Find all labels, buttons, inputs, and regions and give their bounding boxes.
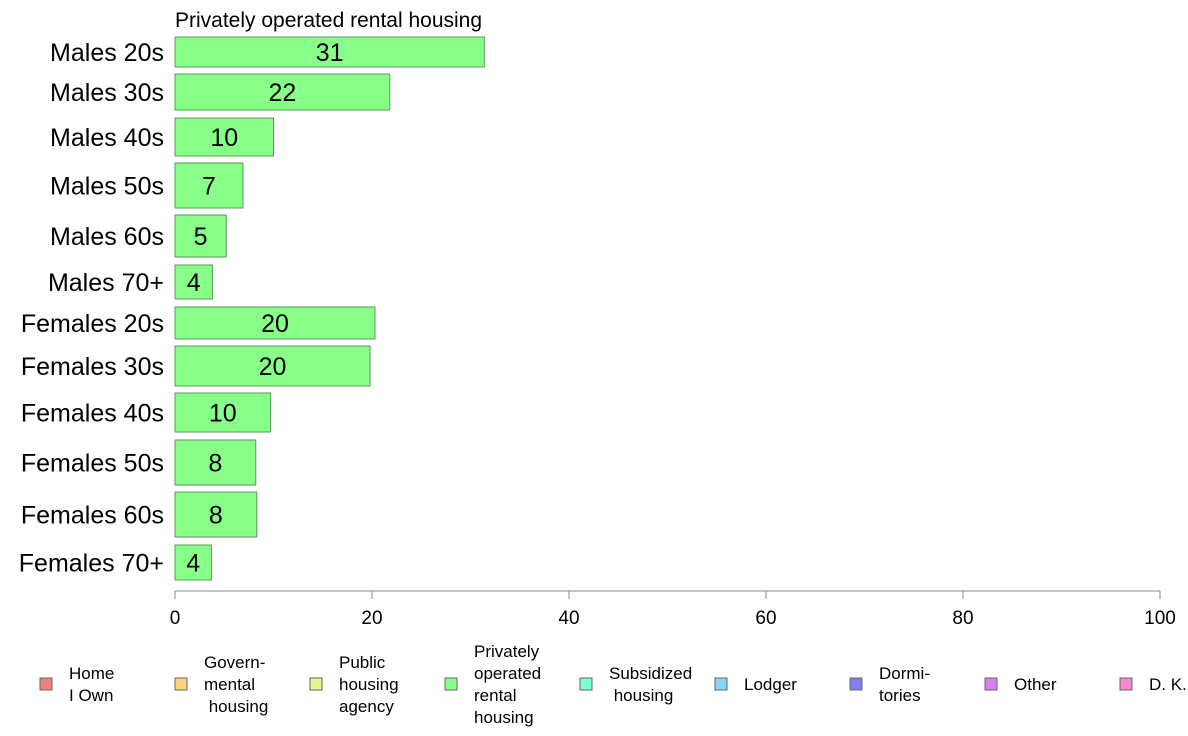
- category-label: Females 60s: [21, 502, 164, 530]
- legend-label: D. K.: [1149, 675, 1187, 694]
- legend-label: Privately operated rental housing: [474, 642, 541, 727]
- data-label: 22: [268, 79, 296, 107]
- category-label: Females 20s: [21, 310, 164, 338]
- x-tick-label: 20: [361, 608, 382, 629]
- category-label: Males 40s: [50, 124, 164, 152]
- legend-label: Other: [1014, 675, 1057, 694]
- data-label: 10: [210, 124, 238, 152]
- data-label: 8: [208, 450, 222, 478]
- legend-label: Govern-mental housing: [204, 653, 268, 716]
- category-label: Females 40s: [21, 400, 164, 428]
- legend-swatch: [1119, 677, 1133, 691]
- legend-swatch: [714, 677, 728, 691]
- chart-title: Privately operated rental housing: [175, 9, 482, 32]
- data-label: 20: [261, 310, 289, 338]
- legend-swatch: [174, 677, 188, 691]
- legend-swatch: [39, 677, 53, 691]
- legend-label: Subsidized housing: [609, 664, 692, 705]
- x-axis: 0 20 40 60 80 100: [170, 590, 1176, 629]
- bar: [174, 491, 258, 538]
- bar: [174, 214, 227, 258]
- bars-group: Males 20s 31 Males 30s 22 Males 40s 10 Males 5…: [19, 36, 485, 581]
- category-label: Males 50s: [50, 173, 164, 201]
- x-tick-label: 100: [1144, 608, 1176, 629]
- legend-label: Lodger: [744, 675, 797, 694]
- data-label: 8: [209, 502, 223, 530]
- legend-swatch: [984, 677, 998, 691]
- bar: [174, 264, 213, 300]
- bar: [174, 306, 376, 340]
- category-label: Females 30s: [21, 353, 164, 381]
- legend-swatch: [309, 677, 323, 691]
- data-label: 4: [186, 550, 200, 578]
- category-label: Females 70+: [19, 550, 164, 578]
- legend-swatch: [849, 677, 863, 691]
- legend-label: Public housing agency: [339, 653, 399, 716]
- data-label: 20: [259, 353, 287, 381]
- legend-label: Home I Own: [69, 664, 114, 705]
- category-label: Females 50s: [21, 450, 164, 478]
- data-label: 5: [194, 223, 208, 251]
- data-label: 4: [187, 269, 201, 297]
- category-label: Males 70+: [48, 269, 164, 297]
- category-label: Males 60s: [50, 223, 164, 251]
- data-label: 7: [202, 173, 216, 201]
- legend-swatch: [579, 677, 593, 691]
- bar: [174, 117, 274, 157]
- bar: [174, 544, 212, 581]
- bar: [174, 439, 257, 486]
- legend: Home I Own Govern-mental housing Public hous…: [39, 642, 1187, 727]
- bar: [174, 345, 371, 387]
- data-label: 31: [316, 39, 344, 67]
- bar: [174, 392, 272, 433]
- legend-swatch: [444, 677, 458, 691]
- x-tick-label: 60: [755, 608, 776, 629]
- bar: [174, 162, 244, 209]
- bar: [174, 36, 485, 68]
- data-label: 10: [209, 400, 237, 428]
- legend-label: Dormi-tories: [879, 664, 930, 705]
- x-tick-label: 80: [952, 608, 973, 629]
- category-label: Males 20s: [50, 39, 164, 67]
- bar: [174, 73, 391, 111]
- x-tick-label: 40: [558, 608, 579, 629]
- category-label: Males 30s: [50, 79, 164, 107]
- x-tick-label: 0: [170, 608, 181, 629]
